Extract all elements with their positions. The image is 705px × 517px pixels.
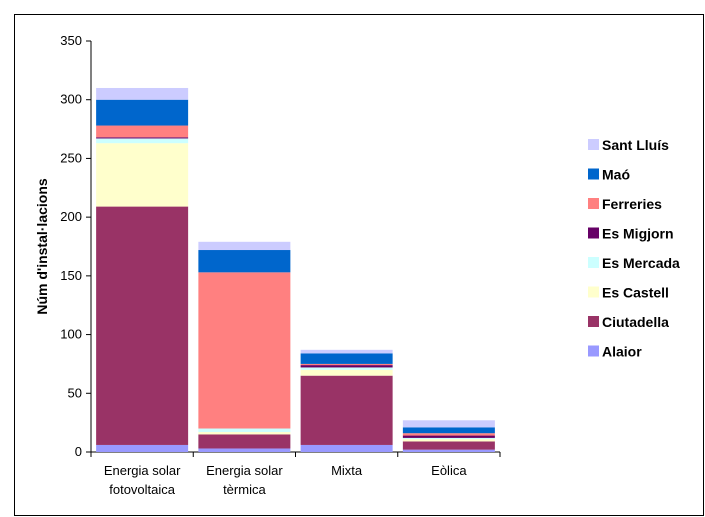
x-tick-label: Eòlica [431,463,467,478]
y-tick-label: 300 [60,92,82,107]
legend-swatch [588,345,599,357]
bar-segment-sant-llu-s [96,87,189,100]
bar-segment-es-mercada [402,437,495,440]
legend-label: Es Migjorn [602,226,674,242]
legend-label: Es Castell [602,285,669,301]
bar-segment-es-castell [96,143,189,207]
x-tick-label: tèrmica [223,482,266,497]
y-tick-label: 250 [60,150,82,165]
legend-label: Ferreries [602,196,662,212]
x-tick-label: Energia solar [104,463,181,478]
bar-segment-es-migjorn [402,435,495,438]
bar-segment-ciutadella [402,441,495,450]
bar-segment-ma- [198,250,291,273]
x-tick-label: fotovoltaica [109,482,176,497]
bar-segment-ferreries [96,125,189,138]
legend-label: Es Mercada [602,255,680,271]
bar-segment-es-mercada [300,367,393,370]
bar-segment-ma- [96,99,189,126]
y-tick-label: 0 [75,444,82,459]
legend-swatch [588,257,599,268]
legend-swatch [588,316,599,327]
legend-label: Sant Lluís [602,137,669,153]
bar-segment-alaior [96,444,189,452]
y-tick-label: 50 [68,385,82,400]
y-tick-label: 150 [60,268,82,283]
bar-segment-sant-llu-s [402,420,495,428]
y-axis-label: Núm d'instal·lacions [34,178,50,315]
legend-swatch [588,168,599,180]
bar-segment-es-castell [198,432,291,435]
bar-segment-es-castell [402,439,495,442]
y-tick-label: 350 [60,33,82,48]
bar-segment-es-castell [300,369,393,376]
bar-segment-ferreries [198,272,291,429]
bar-segment-ciutadella [198,434,291,449]
bar-segment-ma- [402,427,495,434]
legend-label: Maó [602,167,630,183]
bar-segment-es-migjorn [300,365,393,368]
x-tick-label: Energia solar [206,463,283,478]
bar-segment-es-mercada [96,138,189,144]
bar-segment-es-migjorn [96,137,189,139]
legend-swatch [588,227,599,239]
legend-swatch [588,286,599,298]
bar-segment-alaior [402,449,495,452]
bar-segment-ciutadella [300,375,393,445]
bar-segment-ferreries [300,363,393,366]
y-tick-label: 100 [60,327,82,342]
legend-label: Ciutadella [602,314,669,330]
bar-segment-alaior [300,444,393,452]
legend-swatch [588,198,599,209]
bar-segment-ferreries [402,433,495,436]
bar-segment-sant-llu-s [198,241,291,251]
bar-segment-ciutadella [96,206,189,445]
x-tick-label: Mixta [331,463,363,478]
bar-segment-alaior [198,448,291,452]
legend-label: Alaior [602,344,642,360]
bar-segment-ma- [300,353,393,364]
bar-segment-sant-llu-s [300,349,393,354]
legend-swatch [588,139,599,150]
y-tick-label: 200 [60,209,82,224]
bar-segment-es-mercada [198,428,291,433]
